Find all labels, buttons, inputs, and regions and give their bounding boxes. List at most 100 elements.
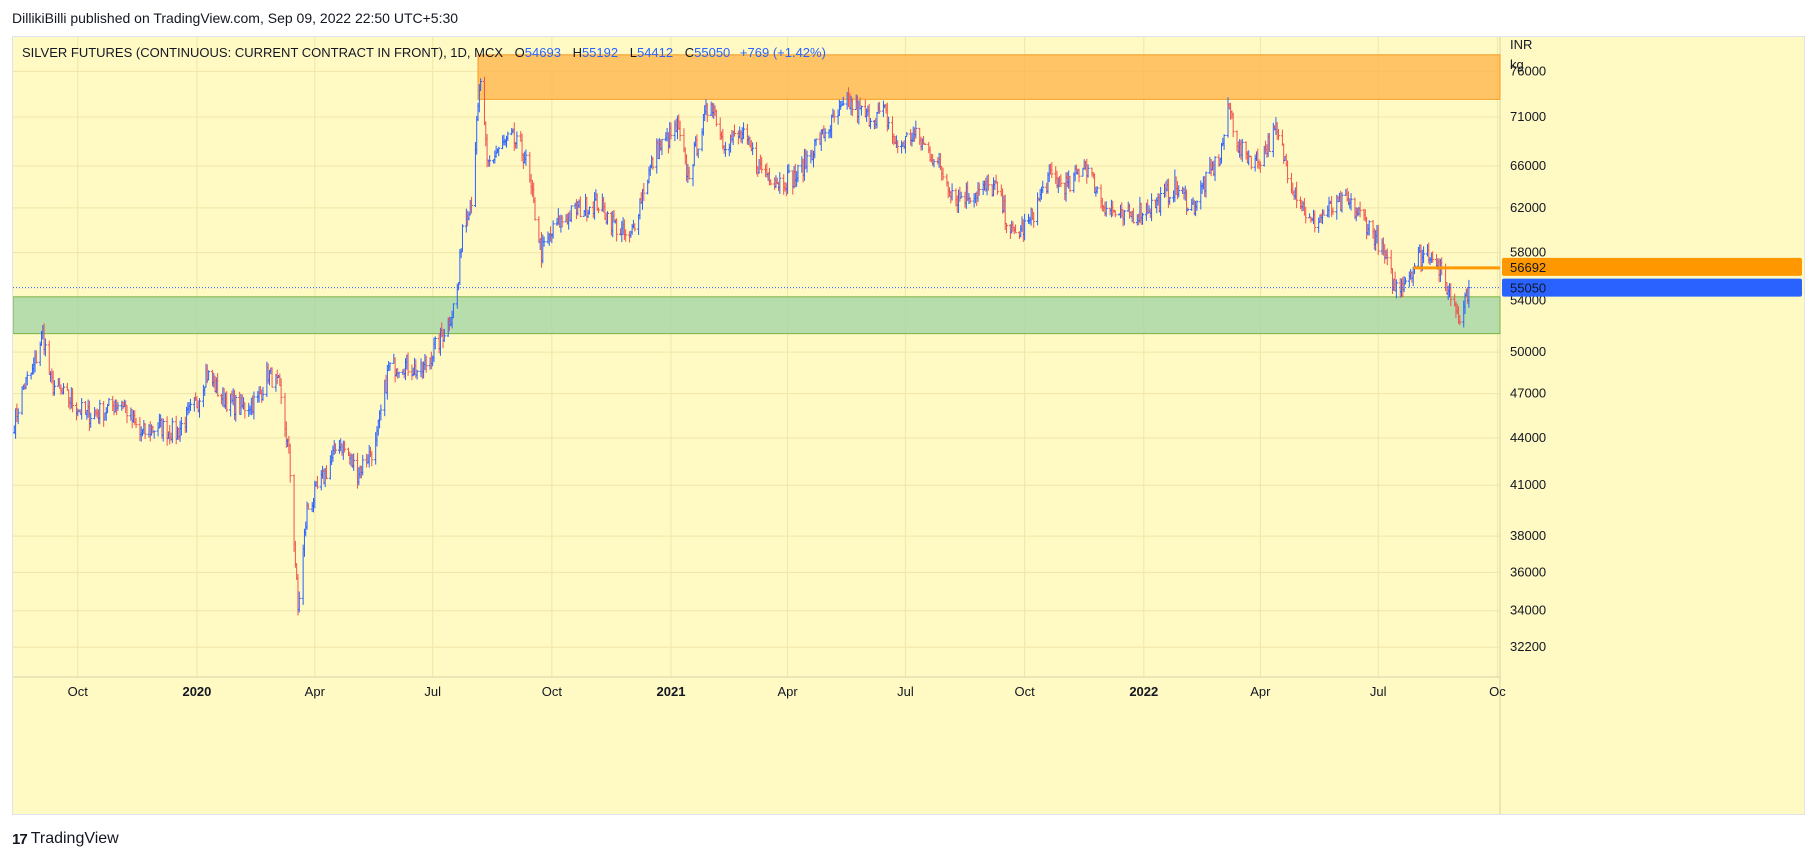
resistance-price-tag-label: 56692: [1510, 260, 1546, 275]
ohlc-bar: [1168, 196, 1172, 205]
ohlc-bar: [1104, 201, 1108, 217]
tradingview-logo[interactable]: 17 TradingView: [12, 830, 119, 848]
ohlc-bar: [1358, 201, 1362, 218]
ohlc-bar: [89, 412, 93, 428]
ohlc-bar: [524, 149, 528, 166]
ohlc-bar: [62, 383, 66, 395]
ohlc-bar: [261, 386, 265, 401]
ohlc-bar: [896, 140, 900, 154]
resistance-price-tag: [1502, 257, 1802, 276]
high-value: 55192: [581, 45, 619, 60]
last-price-tag: [1502, 278, 1802, 297]
ohlc-bar: [615, 218, 619, 242]
ohlc-bar: [714, 109, 718, 127]
ohlc-bar: [887, 116, 891, 130]
ohlc-bar: [433, 336, 437, 350]
ohlc-bar: [905, 132, 909, 137]
ohlc-bar: [1385, 248, 1389, 266]
ohlc-bar: [1367, 220, 1371, 236]
ohlc-bar: [292, 474, 296, 552]
ohlc-bar: [881, 100, 885, 118]
ohlc-bar: [1240, 138, 1244, 162]
ohlc-bar: [71, 388, 75, 413]
close-label: C: [684, 45, 695, 60]
ohlc-bar: [506, 131, 510, 141]
ohlc-bar: [687, 166, 691, 180]
ohlc-bar: [542, 236, 546, 247]
ohlc-bar: [1150, 193, 1154, 222]
ohlc-bar: [406, 352, 410, 376]
ohlc-bar: [651, 157, 655, 170]
chart-panel[interactable]: 32200 34000 36000 38000 41000 44000 47000 50000…: [12, 36, 1805, 815]
published-by-line: DillikiBilli published on TradingView.co…: [12, 10, 459, 26]
ohlc-bar: [878, 101, 882, 114]
ohlc-bar: [47, 340, 51, 375]
ohlc-bar: [705, 103, 709, 122]
tradingview-brand-text: TradingView: [30, 830, 119, 847]
ohlc-bar: [751, 142, 755, 156]
x-tick-label: Apr: [305, 684, 326, 699]
ohlc-bar: [1458, 314, 1462, 326]
ohlc-bar: [814, 138, 818, 146]
ohlc-bar: [34, 350, 38, 364]
y-tick-label: 62000: [1510, 200, 1546, 215]
ohlc-bar: [932, 158, 936, 168]
ohlc-bar: [1249, 155, 1253, 170]
ohlc-bar: [551, 220, 555, 239]
last-price-tag-label: 55050: [1510, 281, 1546, 296]
ohlc-bar: [569, 205, 573, 223]
ohlc-bar: [723, 141, 727, 157]
low-value: 54412: [636, 45, 674, 60]
demand-zone: [13, 296, 1501, 335]
ohlc-bar: [116, 402, 120, 411]
ohlc-bar: [315, 475, 319, 490]
ohlc-bar: [370, 451, 374, 467]
y-tick-label: 71000: [1510, 109, 1546, 124]
ohlc-bar: [1195, 200, 1199, 211]
ohlc-bar: [415, 369, 419, 380]
ohlc-bar: [1213, 156, 1217, 181]
ohlc-bar: [288, 443, 292, 483]
ohlc-bar: [1422, 246, 1426, 264]
ohlc-bar: [451, 303, 455, 319]
ohlc-bar: [624, 229, 628, 242]
ohlc-bar: [1050, 162, 1054, 178]
y-tick-label: 44000: [1510, 430, 1546, 445]
ohlc-bar: [1068, 175, 1072, 193]
y-tick-label: 32200: [1510, 639, 1546, 654]
ohlc-bar: [343, 440, 347, 453]
ohlc-bar: [188, 398, 192, 411]
x-tick-label: Oct: [1015, 684, 1036, 699]
ohlc-bar: [165, 416, 169, 446]
ohlc-bar: [297, 591, 301, 613]
ohlc-bar: [1258, 161, 1262, 173]
ohlc-bar: [1222, 134, 1226, 150]
ohlc-bar: [691, 163, 695, 187]
x-tick-label: Oct: [542, 684, 563, 699]
x-tick-label: Oc: [1489, 684, 1506, 699]
ohlc-bar: [460, 224, 464, 253]
y-tick-label: 58000: [1510, 245, 1546, 260]
ohlc-bar: [207, 370, 211, 381]
ohlc-bar: [125, 405, 129, 424]
y-tick-label: 50000: [1510, 344, 1546, 359]
y-tick-label: 47000: [1510, 386, 1546, 401]
ohlc-bar: [216, 373, 220, 397]
ohlc-bar: [760, 156, 764, 174]
ohlc-bar: [379, 404, 383, 421]
ohlc-bar: [80, 397, 84, 420]
ohlc-bar: [470, 196, 474, 214]
ohlc-chart[interactable]: 32200 34000 36000 38000 41000 44000 47000 50000…: [13, 37, 1804, 814]
ohlc-bar: [442, 328, 446, 342]
x-tick-label: Jul: [897, 684, 914, 699]
ohlc-bar: [1059, 174, 1063, 187]
ohlc-bar: [1023, 213, 1027, 241]
change-value: +769 (+1.42%): [739, 45, 826, 60]
ohlc-bar: [732, 124, 736, 137]
ohlc-bar: [1467, 279, 1471, 308]
open-label: O: [514, 45, 525, 60]
ohlc-bar: [968, 197, 972, 204]
ohlc-bar: [841, 96, 845, 106]
y-tick-label: 34000: [1510, 603, 1546, 618]
ohlc-bar: [742, 122, 746, 140]
